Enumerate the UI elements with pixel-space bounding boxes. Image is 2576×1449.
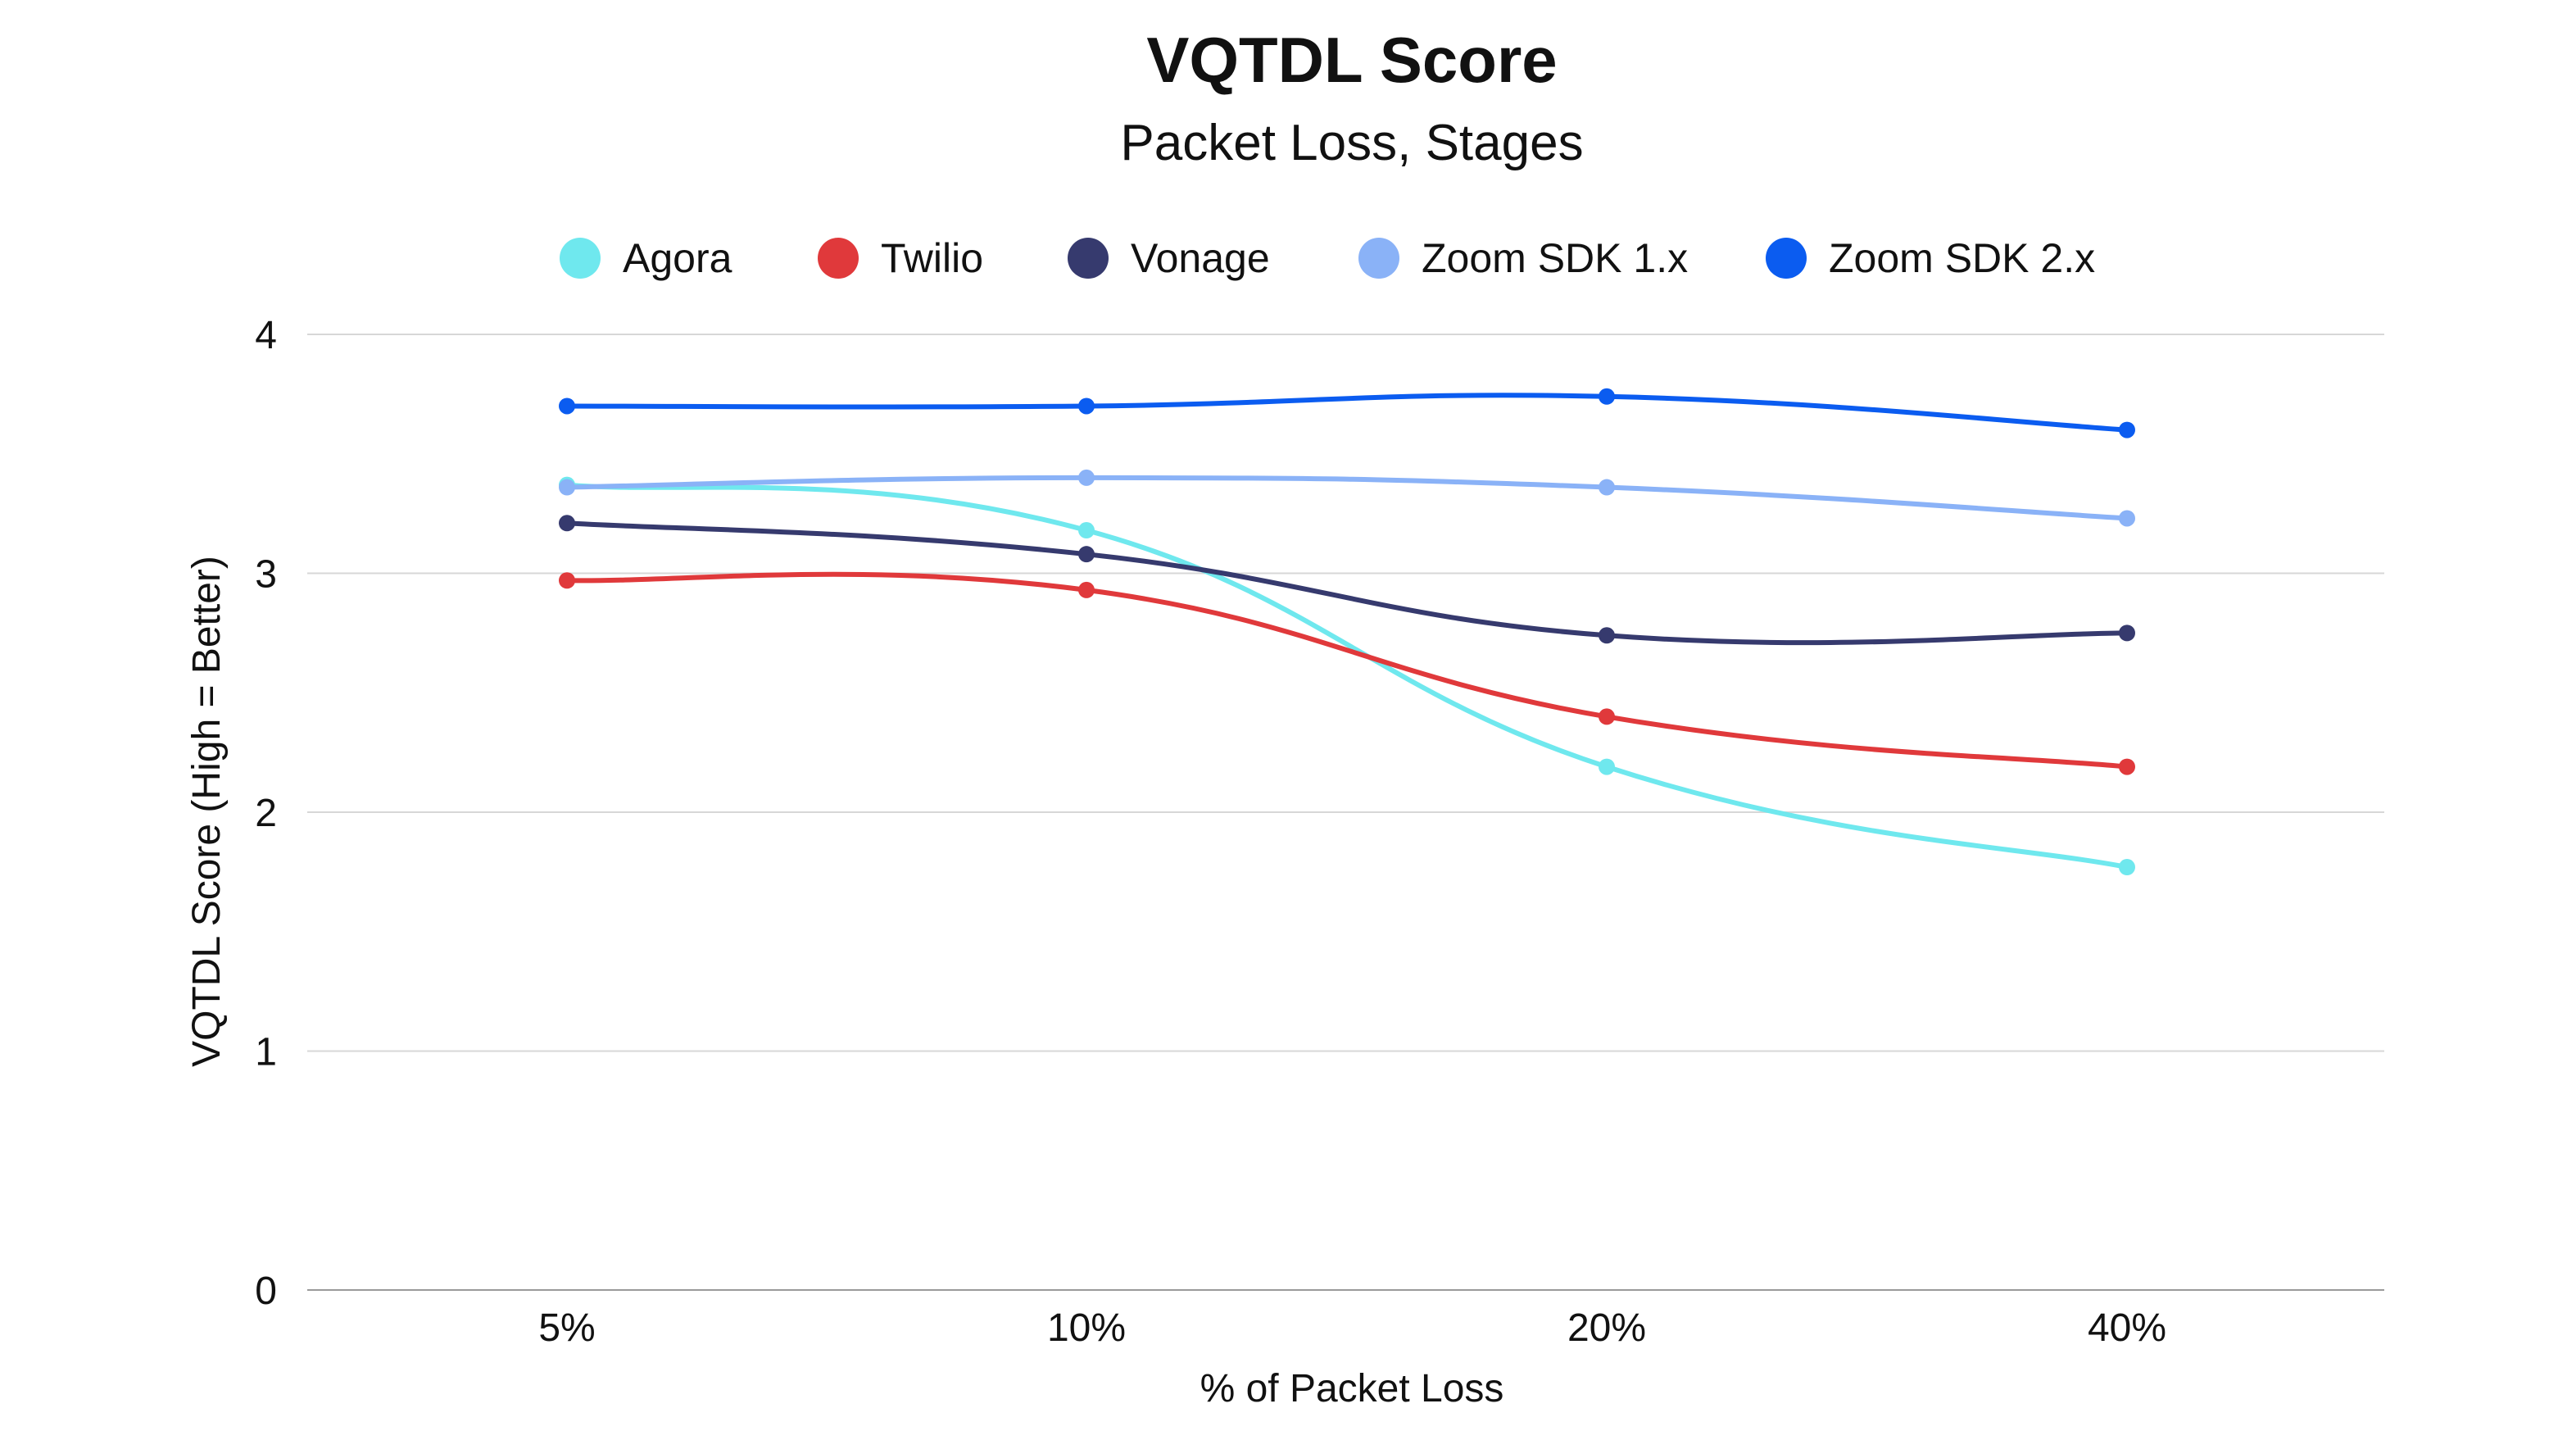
data-point-vonage-2: [1599, 627, 1615, 644]
series-agora: [559, 476, 2135, 876]
legend: Agora Twilio Vonage Zoom SDK 1.x Zoom SDK 2.…: [560, 235, 2095, 281]
chart-title: VQTDL Score: [1146, 24, 1557, 96]
series-line-twilio: [565, 571, 2129, 770]
series-line-vonage: [565, 520, 2129, 646]
legend-marker-zoom-sdk-1-x: [1358, 238, 1399, 279]
legend-label-twilio: Twilio: [881, 235, 983, 281]
y-axis-ticks: 0 1 2 3 4: [255, 314, 277, 1313]
gridlines: [307, 334, 2384, 1291]
y-tick-label: 4: [255, 314, 277, 357]
data-point-zoom-sdk-1-x-1: [1078, 469, 1095, 486]
legend-item-agora: Agora: [560, 235, 732, 281]
data-point-vonage-3: [2119, 625, 2135, 642]
data-point-zoom-sdk-1-x-3: [2119, 510, 2135, 527]
y-axis-label: VQTDL Score (High = Better): [185, 556, 229, 1067]
data-point-vonage-1: [1078, 546, 1095, 563]
legend-label-zoom-sdk-2-x: Zoom SDK 2.x: [1829, 235, 2095, 281]
series-line-agora: [565, 482, 2129, 870]
data-point-zoom-sdk-1-x-2: [1599, 479, 1615, 496]
legend-item-zoom-sdk-2-x: Zoom SDK 2.x: [1766, 235, 2095, 281]
legend-marker-vonage: [1068, 238, 1109, 279]
data-point-twilio-2: [1599, 708, 1615, 725]
data-point-twilio-3: [2119, 758, 2135, 775]
legend-marker-agora: [560, 238, 601, 279]
legend-item-zoom-sdk-1-x: Zoom SDK 1.x: [1358, 235, 1688, 281]
legend-marker-zoom-sdk-2-x: [1766, 238, 1807, 279]
chart-subtitle: Packet Loss, Stages: [1120, 115, 1583, 171]
legend-label-zoom-sdk-1-x: Zoom SDK 1.x: [1422, 235, 1688, 281]
x-tick-label: 20%: [1567, 1306, 1646, 1350]
x-tick-label: 10%: [1047, 1306, 1126, 1350]
data-point-vonage-0: [559, 515, 575, 532]
series-zoom-sdk-2-x: [559, 388, 2135, 438]
x-tick-label: 5%: [538, 1306, 595, 1350]
series-line-zoom-sdk-2-x: [565, 393, 2129, 433]
series-group: [559, 388, 2135, 876]
data-point-zoom-sdk-2-x-2: [1599, 388, 1615, 405]
y-tick-label: 3: [255, 553, 277, 597]
series-line-zoom-sdk-1-x: [565, 475, 2129, 521]
legend-marker-twilio: [818, 238, 859, 279]
data-point-agora-3: [2119, 859, 2135, 876]
data-point-agora-1: [1078, 522, 1095, 539]
legend-label-agora: Agora: [623, 235, 732, 281]
x-axis-ticks: 5% 10% 20% 40%: [538, 1306, 2166, 1350]
legend-item-twilio: Twilio: [818, 235, 983, 281]
y-tick-label: 0: [255, 1270, 277, 1313]
data-point-zoom-sdk-2-x-1: [1078, 397, 1095, 415]
data-point-agora-2: [1599, 758, 1615, 775]
x-axis-label: % of Packet Loss: [1200, 1367, 1504, 1410]
series-vonage: [559, 515, 2135, 646]
legend-label-vonage: Vonage: [1131, 235, 1270, 281]
y-tick-label: 2: [255, 792, 277, 835]
series-zoom-sdk-1-x: [559, 469, 2135, 527]
x-tick-label: 40%: [2088, 1306, 2166, 1350]
data-point-zoom-sdk-2-x-0: [559, 397, 575, 415]
data-point-zoom-sdk-1-x-0: [559, 479, 575, 496]
data-point-twilio-0: [559, 572, 575, 589]
data-point-twilio-1: [1078, 581, 1095, 598]
data-point-zoom-sdk-2-x-3: [2119, 421, 2135, 438]
y-tick-label: 1: [255, 1031, 277, 1074]
series-twilio: [559, 571, 2135, 775]
legend-item-vonage: Vonage: [1068, 235, 1270, 281]
